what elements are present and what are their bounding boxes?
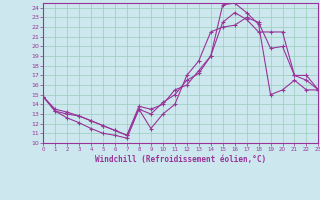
X-axis label: Windchill (Refroidissement éolien,°C): Windchill (Refroidissement éolien,°C) [95, 155, 266, 164]
